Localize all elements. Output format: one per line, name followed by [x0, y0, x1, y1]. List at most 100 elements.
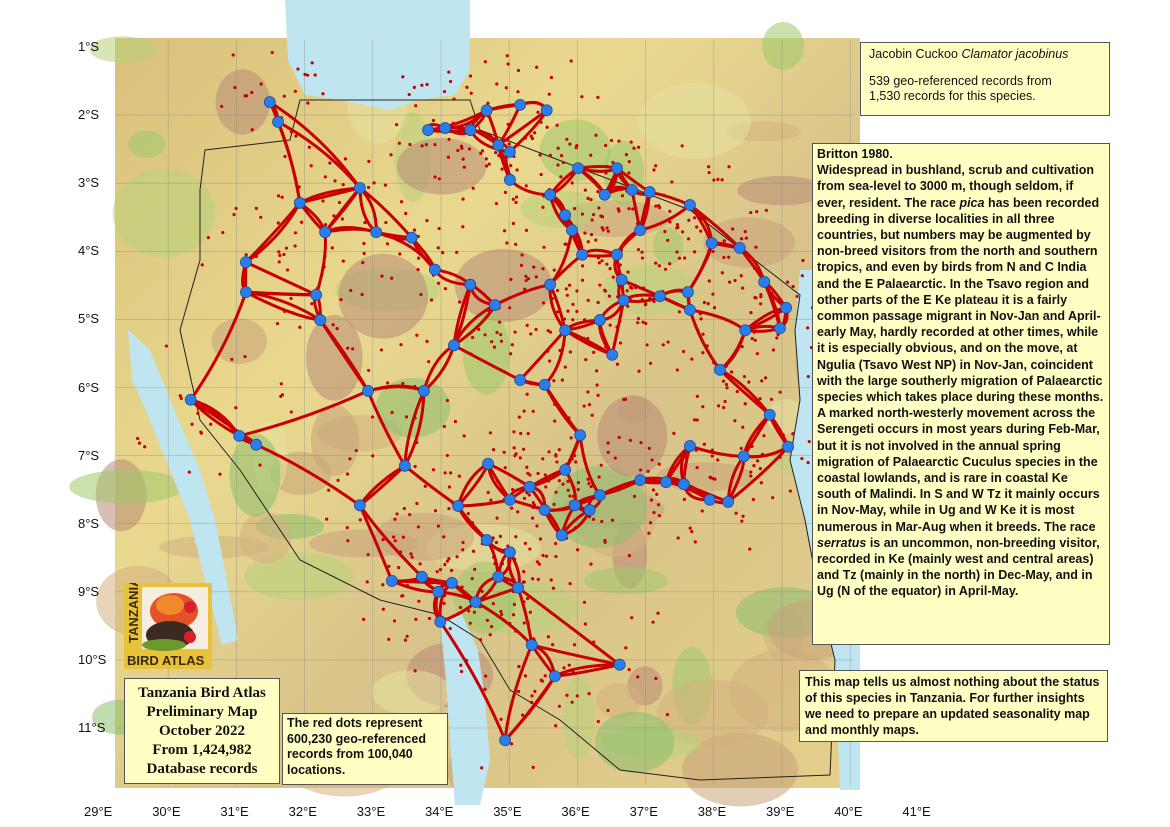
record-dot: [571, 302, 575, 306]
record-dot: [595, 383, 599, 387]
species-record-point: [250, 438, 263, 451]
species-record-point: [464, 124, 477, 136]
species-record-point: [503, 546, 516, 559]
species-record-point: [634, 474, 647, 487]
record-dot: [778, 390, 782, 394]
record-dot: [605, 226, 609, 230]
record-dot: [327, 488, 331, 492]
species-record-point: [705, 237, 718, 250]
record-dot: [507, 142, 511, 146]
species-record-point: [606, 348, 619, 361]
species-record-point: [480, 104, 493, 117]
record-dot: [471, 335, 475, 340]
record-dot: [584, 357, 588, 362]
record-dot: [806, 374, 810, 379]
record-dot: [531, 765, 535, 769]
record-dot: [359, 193, 363, 197]
record-dot: [612, 182, 616, 186]
britton-text-1: Widespread in bushland, scrub and cultiv…: [817, 163, 1095, 210]
record-dot: [509, 742, 514, 746]
record-dot: [333, 179, 337, 183]
record-dot: [289, 130, 293, 134]
record-dot: [721, 406, 726, 410]
record-dot: [494, 201, 499, 206]
record-dot: [442, 424, 446, 429]
record-dot: [807, 439, 811, 444]
relief-patch: [583, 567, 668, 595]
species-record-point: [353, 182, 366, 194]
record-dot: [654, 676, 658, 681]
record-dot: [741, 514, 745, 518]
record-dot: [467, 147, 472, 151]
record-dot: [455, 250, 459, 254]
species-record-point: [548, 670, 561, 683]
record-dot: [657, 462, 661, 466]
record-dot: [387, 564, 391, 568]
species-record-point: [598, 188, 611, 201]
record-dot: [574, 146, 578, 150]
record-dot: [706, 302, 710, 306]
relief-patch: [638, 83, 752, 160]
britton-text-2: has been recorded breeding in diverse lo…: [817, 195, 1104, 534]
record-dot: [759, 481, 763, 485]
record-dot: [531, 409, 535, 413]
record-dot: [683, 455, 687, 459]
record-dot: [538, 537, 543, 541]
species-record-point: [428, 263, 441, 276]
record-dot: [259, 82, 263, 86]
record-dot: [554, 453, 558, 457]
species-record-point: [782, 440, 795, 453]
record-dot: [515, 195, 519, 199]
record-dot: [491, 602, 495, 606]
record-dot: [576, 481, 581, 485]
record-dot: [564, 287, 568, 291]
record-dot: [291, 311, 295, 315]
record-dot: [548, 330, 553, 334]
record-dot: [516, 90, 520, 94]
record-dot: [468, 621, 472, 625]
record-track: [403, 389, 426, 468]
record-dot: [548, 153, 553, 157]
record-dot: [484, 674, 488, 678]
record-dot: [530, 516, 535, 520]
record-dot: [587, 692, 591, 696]
record-dot: [600, 215, 605, 219]
record-dot: [443, 471, 447, 475]
record-dot: [568, 142, 572, 146]
record-dot: [640, 256, 645, 260]
record-dot: [800, 456, 804, 461]
record-dot: [509, 277, 513, 282]
record-dot: [652, 299, 656, 304]
record-track: [358, 186, 414, 240]
record-dot: [361, 261, 365, 265]
record-dot: [580, 264, 585, 268]
record-dot: [363, 221, 367, 225]
record-dot: [595, 369, 599, 373]
record-dot: [514, 629, 518, 633]
species-record-point: [448, 339, 460, 352]
record-dot: [277, 250, 281, 254]
race-serratus: serratus: [817, 535, 867, 550]
record-dot: [583, 231, 587, 235]
record-dot: [622, 397, 626, 402]
record-dot: [486, 101, 490, 105]
record-dot: [595, 184, 600, 188]
record-dot: [701, 405, 705, 409]
record-dot: [367, 159, 371, 163]
record-dot: [385, 242, 390, 246]
record-dot: [470, 576, 474, 581]
atlas-line-5: Database records: [146, 761, 258, 777]
record-dot: [690, 357, 694, 361]
record-dot: [473, 472, 477, 476]
britton-text-3: is an uncommon, non-breeding visitor, re…: [817, 535, 1100, 599]
record-dot: [733, 278, 737, 283]
relief-patch: [595, 711, 675, 773]
record-dot: [461, 548, 465, 552]
species-record-point: [594, 314, 606, 326]
record-dot: [769, 397, 774, 401]
record-dot: [339, 298, 343, 302]
record-dot: [687, 218, 691, 222]
record-dot: [553, 402, 557, 406]
record-dot: [604, 143, 608, 148]
relief-patch: [229, 433, 281, 517]
